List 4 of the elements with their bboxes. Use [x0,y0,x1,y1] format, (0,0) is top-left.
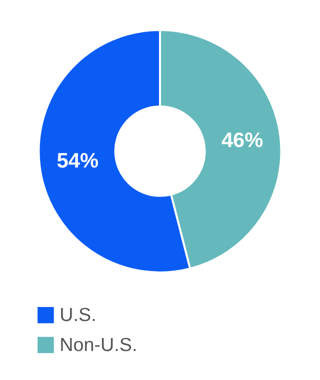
data-label: 54% [56,150,99,173]
legend-label: U.S. [60,305,96,326]
data-label: 46% [221,128,264,152]
legend-label: Non-U.S. [60,334,138,356]
